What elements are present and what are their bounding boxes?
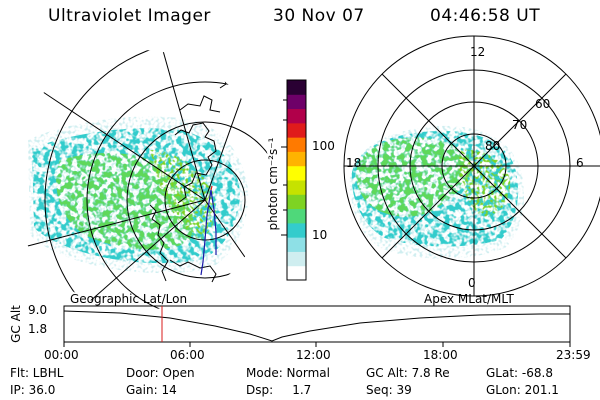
instrument-title: Ultraviolet Imager [48,6,211,26]
mlt-0: 0 [468,276,476,290]
colorbar-swatch [287,122,306,138]
colorbar-swatch [287,94,306,110]
colorbar-swatch [287,194,306,210]
mlat-70: 70 [512,118,528,132]
status-seq: Seq: 39 [366,383,412,397]
timeline-ytick-low: 1.8 [28,322,48,336]
geographic-grid [10,50,270,310]
status-mode: Mode: Normal [246,366,330,380]
timeline-xtick-2359: 23:59 [556,348,591,362]
timeline-right-title: Apex MLat/MLT [424,292,514,306]
date-label: 30 Nov 07 [273,6,365,26]
status-door: Door: Open [126,366,195,380]
timeline-left-title: Geographic Lat/Lon [70,292,188,306]
colorbar-tick-100: 100 [312,139,335,153]
mlat-60: 60 [535,97,551,111]
timeline-xtick-1800: 18:00 [423,348,458,362]
timeline-ytick-high: 9.0 [28,303,48,317]
colorbar-swatch [287,265,306,281]
time-label: 04:46:58 UT [430,6,541,26]
status-ip: IP: 36.0 [10,383,56,397]
coastlines [149,69,235,283]
mlt-12: 12 [470,45,486,59]
colorbar-tick-10: 10 [312,228,328,242]
colorbar-swatch [287,208,306,224]
mlt-18: 18 [346,156,362,170]
colorbar-swatch [287,108,306,124]
colorbar-swatch [287,237,306,252]
colorbar [281,79,307,281]
timeline-plot [63,305,571,347]
status-gc-alt: GC Alt: 7.8 Re [366,366,450,380]
status-gain: Gain: 14 [126,383,177,397]
timeline-axis-label: GC Alt [9,305,23,343]
status-filter: Flt: LBHL [10,366,64,380]
timeline-xtick-1200: 12:00 [296,348,331,362]
colorbar-swatch [287,80,306,95]
colorbar-unit: photon cm⁻²s⁻¹ [266,137,280,231]
polar-grid [343,35,600,297]
colorbar-swatch [287,180,306,195]
colorbar-swatch [287,251,306,267]
timeline-xtick-0000: 00:00 [44,348,79,362]
colorbar-swatch [287,165,306,181]
geographic-image [28,116,249,274]
mlt-6: 6 [576,156,584,170]
status-glat: GLat: -68.8 [486,366,553,380]
colorbar-swatch [287,222,306,238]
status-glon: GLon: 201.1 [486,383,559,397]
satellite-track [200,185,217,276]
status-dsp: Dsp: 1.7 [246,383,312,397]
colorbar-swatch [287,137,306,152]
timeline-xtick-0600: 06:00 [170,348,205,362]
colorbar-swatch [287,151,306,167]
mlat-80: 80 [485,139,501,153]
